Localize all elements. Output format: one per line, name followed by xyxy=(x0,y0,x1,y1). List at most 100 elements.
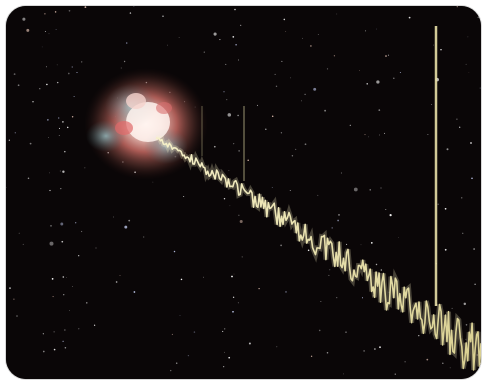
spectrum-line xyxy=(155,137,481,371)
star xyxy=(304,93,306,96)
star xyxy=(175,362,178,364)
star xyxy=(289,189,291,192)
star xyxy=(76,72,78,73)
star xyxy=(370,242,373,244)
star xyxy=(84,167,86,169)
star xyxy=(285,30,287,32)
star xyxy=(62,276,65,278)
star xyxy=(61,240,64,243)
star xyxy=(48,137,49,138)
star xyxy=(170,369,172,372)
star xyxy=(53,331,55,333)
star xyxy=(8,139,10,141)
star xyxy=(44,31,46,32)
star xyxy=(226,99,228,101)
space-scene xyxy=(6,6,481,379)
star xyxy=(58,127,61,129)
star xyxy=(378,109,381,111)
star xyxy=(193,331,196,333)
star xyxy=(456,118,458,120)
star xyxy=(285,291,287,293)
star xyxy=(62,121,64,123)
star xyxy=(385,55,387,57)
star xyxy=(72,286,73,287)
star xyxy=(437,203,439,205)
star xyxy=(431,104,433,105)
star xyxy=(240,24,242,26)
star xyxy=(302,37,303,39)
star xyxy=(93,324,96,326)
star xyxy=(463,302,467,306)
star xyxy=(283,18,286,21)
star xyxy=(295,148,297,150)
star xyxy=(225,63,227,65)
star xyxy=(290,77,292,79)
star xyxy=(328,274,330,276)
star xyxy=(95,247,97,249)
star xyxy=(179,315,181,316)
star xyxy=(477,16,479,19)
night-sky-background xyxy=(6,6,481,379)
star xyxy=(16,315,18,317)
star xyxy=(44,13,46,15)
star xyxy=(364,134,366,136)
star xyxy=(167,44,168,46)
star xyxy=(384,132,386,134)
star xyxy=(379,134,380,136)
star xyxy=(247,159,249,162)
star xyxy=(128,219,131,222)
star xyxy=(248,342,251,345)
star xyxy=(291,155,294,157)
star xyxy=(280,244,282,247)
star xyxy=(304,143,307,146)
star xyxy=(449,367,451,369)
star xyxy=(17,84,20,87)
star xyxy=(66,126,69,129)
star xyxy=(237,114,239,117)
star xyxy=(376,80,380,84)
star xyxy=(64,329,66,331)
star xyxy=(45,66,47,68)
star xyxy=(317,34,319,36)
star xyxy=(54,11,57,13)
star xyxy=(187,354,190,357)
star xyxy=(380,187,382,189)
star xyxy=(256,104,258,106)
star xyxy=(222,330,224,332)
star xyxy=(64,150,66,153)
star xyxy=(66,277,67,279)
star xyxy=(366,83,368,85)
star xyxy=(232,36,235,38)
star xyxy=(462,232,464,234)
star xyxy=(280,132,283,134)
star xyxy=(53,348,56,351)
star xyxy=(125,42,128,44)
star xyxy=(301,100,302,102)
star xyxy=(473,248,475,250)
star xyxy=(51,278,54,280)
star xyxy=(129,12,132,14)
star xyxy=(324,109,326,112)
star xyxy=(474,283,476,286)
star xyxy=(233,273,235,275)
star xyxy=(359,70,360,71)
star xyxy=(442,362,444,364)
star xyxy=(444,207,447,210)
star xyxy=(49,189,51,192)
image-frame xyxy=(6,6,481,379)
star xyxy=(58,117,60,119)
star xyxy=(223,366,225,368)
star xyxy=(368,136,370,138)
star xyxy=(317,194,319,196)
star xyxy=(375,263,378,266)
star xyxy=(57,81,59,84)
star xyxy=(223,91,225,93)
star xyxy=(73,96,75,98)
star xyxy=(385,209,387,211)
star xyxy=(171,333,173,335)
star xyxy=(265,128,267,130)
star xyxy=(333,55,335,57)
star xyxy=(68,9,71,12)
star xyxy=(399,71,401,74)
star xyxy=(446,148,449,151)
